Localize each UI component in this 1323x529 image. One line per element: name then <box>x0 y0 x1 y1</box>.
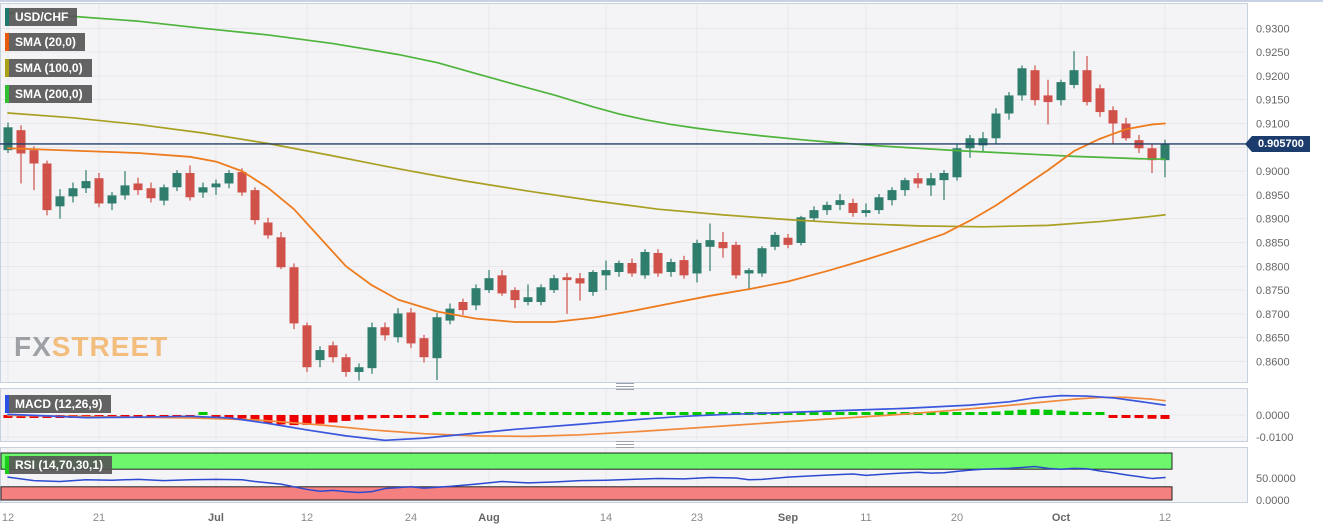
svg-text:0.0000: 0.0000 <box>1256 410 1290 422</box>
sma100-label: SMA (100,0) <box>15 61 83 75</box>
svg-text:0.9100: 0.9100 <box>1256 119 1290 131</box>
rsi-line <box>7 465 1166 494</box>
svg-text:21: 21 <box>93 512 105 524</box>
watermark-street: STREET <box>51 331 169 362</box>
svg-text:0.8950: 0.8950 <box>1256 190 1290 202</box>
svg-text:0.8700: 0.8700 <box>1256 309 1290 321</box>
svg-text:0.8750: 0.8750 <box>1256 285 1290 297</box>
svg-text:0.8900: 0.8900 <box>1256 214 1290 226</box>
fxstreet-watermark: FXSTREET <box>14 333 168 361</box>
gridlines <box>1 4 1246 502</box>
svg-text:24: 24 <box>405 512 417 524</box>
sma20-badge[interactable]: SMA (20,0) <box>5 33 85 51</box>
svg-text:12: 12 <box>301 512 313 524</box>
svg-text:14: 14 <box>600 512 612 524</box>
svg-text:0.8800: 0.8800 <box>1256 261 1290 273</box>
svg-text:0.9150: 0.9150 <box>1256 95 1290 107</box>
macd-badge[interactable]: MACD (12,26,9) <box>5 395 112 413</box>
panel-backgrounds <box>0 3 1248 503</box>
macd-line <box>7 394 1166 442</box>
sma20-label: SMA (20,0) <box>15 35 76 49</box>
svg-text:12: 12 <box>1159 512 1171 524</box>
rsi-bands <box>0 452 1173 501</box>
macd-label: MACD (12,26,9) <box>15 397 103 411</box>
svg-text:0.0000: 0.0000 <box>1256 495 1290 507</box>
svg-text:Aug: Aug <box>478 512 499 524</box>
rsi-overbought-band <box>0 452 1173 470</box>
svg-text:0.8850: 0.8850 <box>1256 238 1290 250</box>
sma200-badge[interactable]: SMA (200,0) <box>5 85 92 103</box>
svg-text:-0.0100: -0.0100 <box>1256 432 1293 444</box>
x-axis-labels: 12 21 Jul 12 24 Aug 14 23 Sep 11 20 Oct 12 <box>2 512 1171 524</box>
svg-text:Sep: Sep <box>778 512 798 524</box>
window-top-border <box>0 0 1323 2</box>
panel-resize-handle-rsi[interactable] <box>616 441 634 448</box>
last-price-badge: 0.905700 <box>1245 136 1310 152</box>
svg-text:0.8600: 0.8600 <box>1256 357 1290 369</box>
y-axis-labels: 0.9300 0.9250 0.9200 0.9150 0.9100 0.9000 0.89… <box>1256 23 1296 507</box>
rsi-oversold-band <box>0 486 1173 501</box>
sma100-line <box>7 112 1166 228</box>
symbol-badge[interactable]: USD/CHF <box>5 8 78 26</box>
svg-text:11: 11 <box>860 512 871 524</box>
rsi-badge[interactable]: RSI (14,70,30,1) <box>5 456 113 474</box>
svg-text:0.9300: 0.9300 <box>1256 23 1290 35</box>
svg-text:Jul: Jul <box>208 512 224 524</box>
svg-text:0.9200: 0.9200 <box>1256 71 1290 83</box>
svg-text:Oct: Oct <box>1052 512 1071 524</box>
sma200-label: SMA (200,0) <box>15 87 83 101</box>
candlestick-series <box>3 51 1170 381</box>
sma100-badge[interactable]: SMA (100,0) <box>5 59 92 77</box>
svg-text:20: 20 <box>951 512 963 524</box>
watermark-fx: FX <box>14 331 52 362</box>
rsi-label: RSI (14,70,30,1) <box>15 458 104 472</box>
sma20-line <box>7 122 1166 323</box>
svg-text:23: 23 <box>691 512 703 524</box>
svg-text:12: 12 <box>2 512 14 524</box>
symbol-label: USD/CHF <box>15 10 69 24</box>
svg-text:0.8650: 0.8650 <box>1256 333 1290 345</box>
macd-signal-line <box>7 396 1166 438</box>
sma200-line <box>7 12 1166 161</box>
svg-text:0.9000: 0.9000 <box>1256 166 1290 178</box>
svg-text:50.0000: 50.0000 <box>1256 473 1296 485</box>
svg-text:0.9250: 0.9250 <box>1256 47 1290 59</box>
panel-resize-handle-macd[interactable] <box>616 383 634 390</box>
